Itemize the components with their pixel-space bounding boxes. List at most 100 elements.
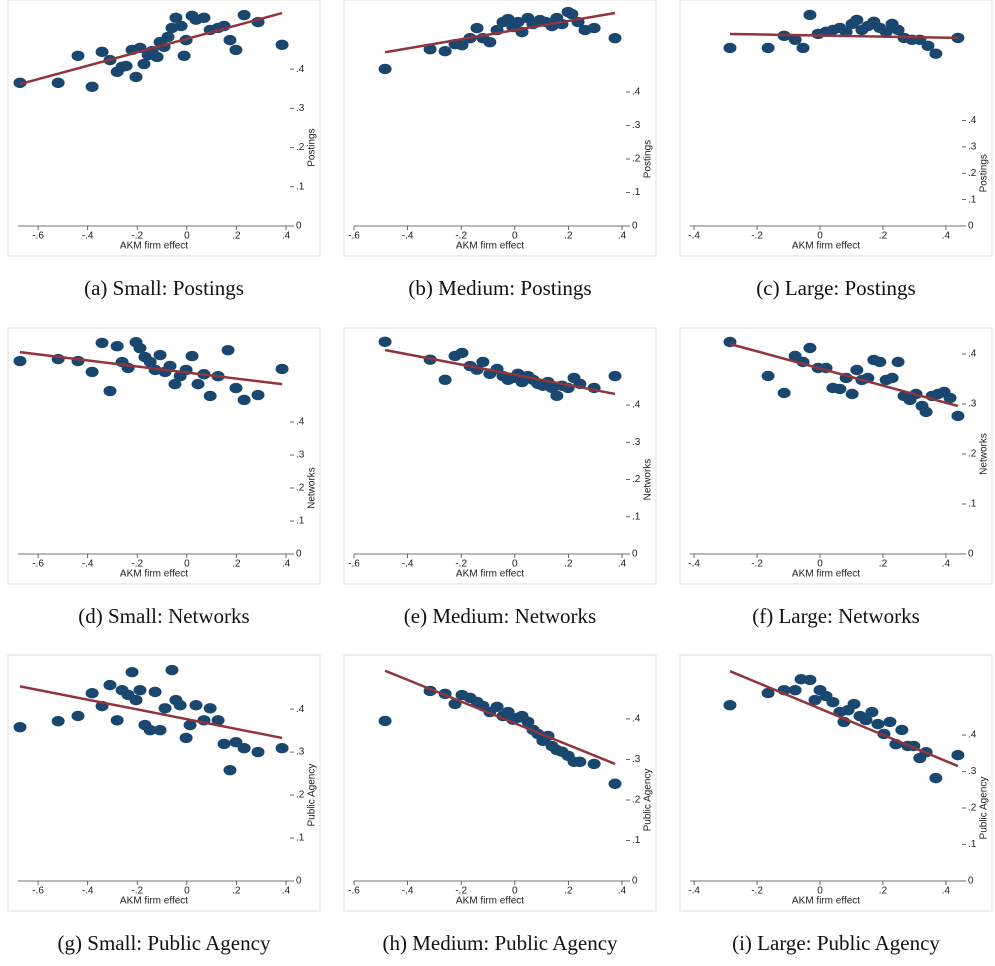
point [103,679,117,691]
y-tick-label: .1 [296,181,305,192]
x-tick-label: -.2 [455,886,467,897]
point [174,20,188,32]
panel-frame [7,654,321,912]
point [808,694,822,706]
y-tick-label: .1 [968,499,977,510]
point [883,716,897,728]
point [879,26,893,38]
point [891,24,905,36]
y-tick-label: 0 [632,876,638,887]
point [177,50,191,62]
y-tick-label: .3 [968,766,977,777]
y-tick-label: .3 [968,142,977,153]
point [545,382,559,394]
point [197,12,211,23]
point [587,22,601,34]
caption: (b) Medium: Postings [408,276,591,300]
y-tick-label: .4 [296,64,305,75]
fit-line [19,11,283,86]
point [203,703,217,714]
fit-line [19,350,283,386]
point [378,715,392,727]
point [143,356,157,368]
point [103,385,117,397]
point [723,699,737,711]
x-tick-label: .2 [232,886,241,897]
y-tick-label: .2 [968,449,977,460]
point [788,684,802,696]
x-tick-label: .4 [942,886,951,897]
point [919,406,933,418]
point [839,26,853,38]
x-axis-label: AKM firm effect [120,569,188,580]
point [511,16,525,28]
x-tick-label: 0 [512,559,518,570]
point [455,347,469,359]
panel-frame [7,0,321,257]
point [191,378,205,390]
point [13,355,27,367]
x-tick-label: -.6 [32,231,44,242]
y-tick-label: .3 [632,120,641,131]
x-tick-label: 0 [184,886,190,897]
x-tick-label: -.2 [751,559,763,570]
y-tick-label: .4 [632,714,641,725]
point [158,703,172,714]
point [929,772,943,784]
point [217,738,231,750]
x-axis-label: AKM firm effect [456,569,524,580]
point [168,378,182,390]
point [189,700,203,711]
y-tick-label: 0 [968,876,974,887]
y-axis-label: Postings [979,154,990,192]
point [143,724,157,736]
y-tick-label: .2 [968,803,977,814]
caption: (c) Large: Postings [756,276,915,300]
x-tick-label: .4 [618,231,627,242]
point [110,715,124,726]
x-tick-label: .2 [232,231,241,242]
point [891,356,905,368]
point [150,51,164,63]
point [165,664,179,676]
fit-line [384,348,616,396]
point [169,12,183,23]
point [129,694,143,706]
y-tick-label: 0 [968,549,974,560]
x-axis-label: AKM firm effect [792,569,860,580]
y-axis-label: Postings [643,140,654,178]
x-tick-label: .4 [618,886,627,897]
panel-frame [343,654,657,912]
x-tick-label: .4 [942,231,951,242]
x-tick-label: -.6 [348,559,360,570]
x-tick-label: -.2 [455,559,467,570]
point [788,34,802,45]
point [951,749,965,761]
x-tick-label: .4 [282,559,291,570]
point [803,342,817,354]
point [565,8,579,20]
y-tick-label: .4 [632,400,641,411]
fit-line [729,670,959,768]
point [865,706,879,718]
y-tick-label: .3 [296,747,305,758]
point [211,715,225,726]
y-tick-label: 0 [296,549,302,560]
point [550,390,564,401]
y-tick-label: .1 [968,194,977,205]
x-tick-label: 0 [817,886,823,897]
x-tick-label: -.4 [82,231,94,242]
y-tick-label: .1 [632,511,641,522]
point [237,743,251,754]
point [229,44,243,56]
panel-frame [679,327,993,585]
point [929,48,943,59]
point [438,374,452,385]
point [476,356,490,368]
point [179,732,193,744]
x-tick-label: -.2 [131,231,143,242]
y-axis-label: Public Agency [307,764,318,827]
point [275,39,289,51]
